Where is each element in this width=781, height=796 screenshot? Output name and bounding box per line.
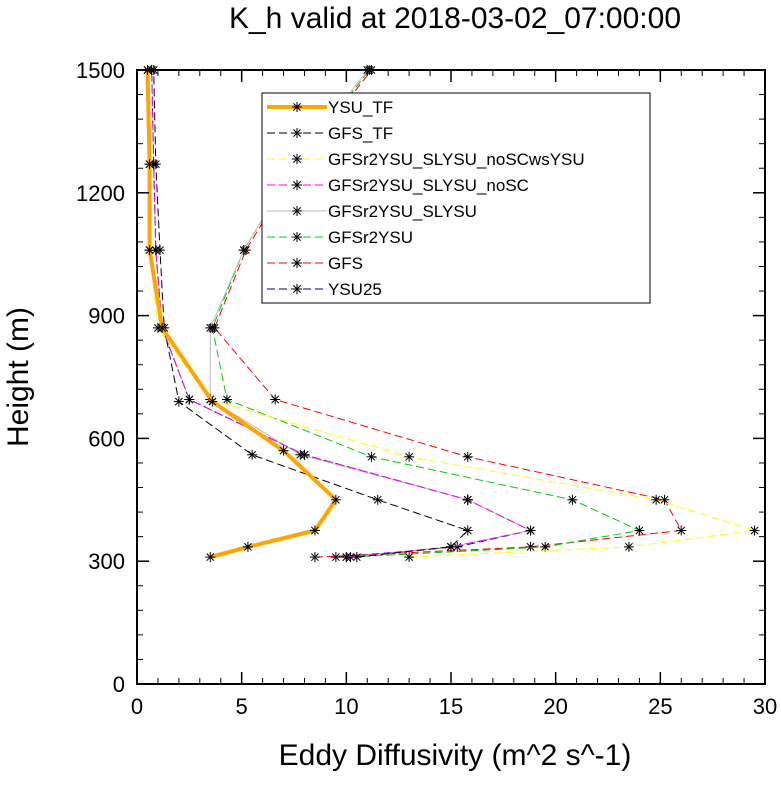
x-axis-label: Eddy Diffusivity (m^2 s^-1): [279, 739, 632, 772]
data-point-GFSr2YSU-2: [634, 525, 645, 536]
data-point-GFSr2YSU_SLYSU_noSCwsYSU-1: [623, 541, 634, 552]
data-point-GFSr2YSU-1: [540, 541, 551, 552]
y-tick-label: 0: [113, 672, 125, 697]
legend-item-GFSr2YSU_SLYSU_noSC: GFSr2YSU_SLYSU_noSC: [267, 176, 529, 195]
legend-box: [261, 92, 651, 304]
data-point-GFSr2YSU_SLYSU-7: [238, 245, 249, 256]
legend-label: GFSr2YSU: [328, 228, 413, 247]
legend-item-GFSr2YSU_SLYSU_noSCwsYSU: GFSr2YSU_SLYSU_noSCwsYSU: [267, 150, 585, 169]
data-point-GFSr2YSU_SLYSU_noSCwsYSU-4: [404, 451, 415, 462]
legend-label: GFS_TF: [328, 124, 393, 143]
x-tick-label: 15: [439, 694, 463, 719]
y-tick-label: 900: [88, 304, 125, 329]
legend-marker: [292, 258, 302, 268]
data-point-GFS-0: [309, 552, 320, 563]
data-point-GFSr2YSU_SLYSU_noSC-5: [184, 394, 195, 405]
legend-marker: [292, 206, 302, 216]
data-point-GFSr2YSU_SLYSU_noSC-0: [341, 552, 352, 563]
data-point-YSU_TF-4: [278, 445, 289, 456]
series-line-GFSr2YSU_SLYSU_noSC: [151, 69, 531, 558]
legend-item-GFS_TF: GFS_TF: [267, 124, 393, 143]
series-line-GFS_TF: [153, 69, 469, 558]
data-point-GFSr2YSU_SLYSU_noSC-2: [525, 525, 536, 536]
x-tick-label: 0: [131, 694, 143, 719]
data-point-GFS_TF-1: [446, 541, 456, 552]
legend-label: GFS: [328, 254, 363, 273]
data-point-GFS_TF-0: [351, 552, 362, 563]
series-line-GFSr2YSU: [211, 69, 640, 558]
legend-marker: [292, 284, 302, 294]
legend-marker: [292, 154, 302, 164]
data-point-YSU25-0: [330, 552, 341, 563]
x-tick-label: 5: [236, 694, 248, 719]
data-point-GFSr2YSU_SLYSU_noSC-4: [299, 449, 310, 460]
legend-marker: [292, 102, 302, 112]
data-point-GFSr2YSU-4: [366, 451, 377, 462]
data-point-YSU_TF-8: [144, 159, 155, 170]
data-point-YSU_TF-3: [330, 494, 341, 505]
data-point-GFSr2YSU_SLYSU-6: [205, 322, 216, 333]
data-point-GFSr2YSU_SLYSU_noSCwsYSU-3: [651, 494, 662, 505]
data-point-GFSr2YSU_SLYSU_noSCwsYSU-2: [749, 525, 760, 536]
x-tick-label: 30: [753, 694, 777, 719]
y-tick-label: 300: [88, 549, 125, 574]
legend-item-YSU25: YSU25: [267, 280, 382, 299]
legend-label: GFSr2YSU_SLYSU_noSC: [328, 176, 529, 195]
data-point-YSU_TF-0: [205, 552, 216, 563]
legend-item-GFSr2YSU_SLYSU: GFSr2YSU_SLYSU: [267, 202, 477, 221]
data-point-GFS-5: [270, 394, 281, 405]
legend-marker: [292, 180, 302, 190]
data-point-GFS_TF-4: [247, 449, 258, 460]
data-point-GFS-1: [525, 541, 536, 552]
data-point-YSU_TF-1: [242, 541, 253, 552]
y-tick-label: 1200: [76, 181, 125, 206]
data-point-GFS-4: [462, 451, 473, 462]
data-point-GFSr2YSU_SLYSU_noSC-3: [462, 494, 473, 505]
legend-label: GFSr2YSU_SLYSU: [328, 202, 477, 221]
legend-label: YSU25: [328, 280, 382, 299]
data-point-GFSr2YSU-3: [567, 494, 578, 505]
data-point-GFS-3: [659, 494, 670, 505]
chart-title: K_h valid at 2018-03-02_07:00:00: [229, 2, 681, 35]
legend-label: YSU_TF: [328, 98, 393, 117]
data-point-YSU_TF-6: [157, 322, 168, 333]
y-tick-label: 600: [88, 426, 125, 451]
legend-item-GFSr2YSU: GFSr2YSU: [267, 228, 413, 247]
data-point-GFSr2YSU-5: [222, 394, 233, 405]
data-point-YSU_TF-2: [309, 525, 320, 536]
y-tick-label: 1500: [76, 58, 125, 83]
legend-label: GFSr2YSU_SLYSU_noSCwsYSU: [328, 150, 585, 169]
data-point-GFS_TF-2: [462, 525, 473, 536]
data-point-YSU_TF-7: [144, 245, 155, 256]
series-line-YSU_TF: [145, 69, 338, 560]
legend-marker: [292, 232, 302, 242]
data-point-GFS_TF-7: [155, 245, 166, 256]
x-tick-label: 25: [648, 694, 672, 719]
data-point-GFS-2: [676, 525, 687, 536]
data-point-GFS_TF-3: [372, 494, 383, 505]
x-tick-label: 20: [543, 694, 567, 719]
legend: YSU_TF GFS_TF GFSr2YSU_SLYSU_noSCwsYSU GFSr…: [261, 92, 651, 304]
data-point-GFS_TF-5: [173, 396, 184, 407]
legend-item-YSU_TF: YSU_TF: [267, 98, 393, 117]
data-point-YSU_TF-5: [207, 396, 218, 407]
legend-marker: [292, 128, 302, 138]
legend-item-GFS: GFS: [267, 254, 363, 273]
x-tick-label: 10: [334, 694, 358, 719]
data-point-GFSr2YSU_SLYSU_noSCwsYSU-0: [404, 552, 415, 563]
y-axis-label: Height (m): [2, 307, 35, 447]
